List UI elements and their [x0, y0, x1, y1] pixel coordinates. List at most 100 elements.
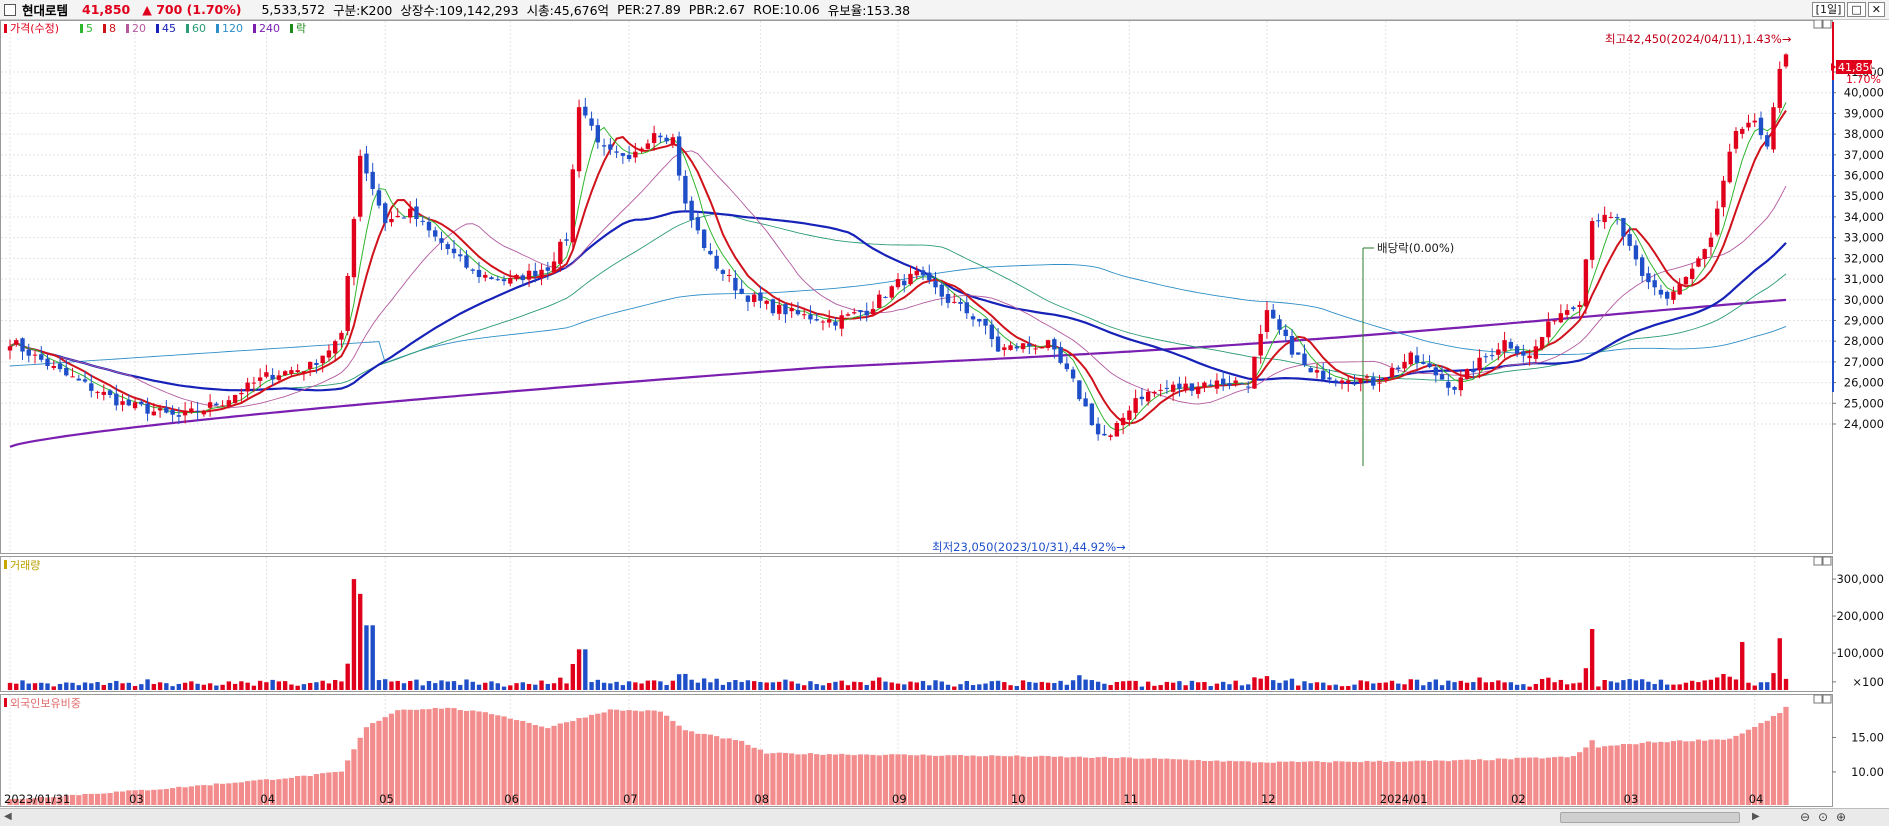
legend-item-label: 45: [162, 22, 176, 35]
x-tick-label: 2023/01/31: [4, 792, 70, 806]
candle: [1258, 324, 1263, 364]
foreign-bar: [1783, 706, 1789, 805]
foreign-bar: [1633, 744, 1639, 805]
candle: [1571, 305, 1576, 312]
foreign-bar: [151, 789, 157, 805]
zoom-in-icon[interactable]: ⊕: [1836, 810, 1847, 824]
listed-shares: 상장수:109,142,293: [400, 3, 519, 18]
candle: [326, 344, 332, 362]
candle: [433, 226, 438, 242]
foreign-bar: [169, 788, 176, 805]
foreign-bar: [1777, 712, 1783, 805]
candle: [1321, 362, 1326, 380]
volume-bar: [1058, 680, 1063, 690]
foreign-bar: [251, 780, 257, 805]
candle: [958, 297, 963, 312]
stock-name[interactable]: 현대로템: [22, 3, 69, 18]
close-icon[interactable]: ✕: [1867, 2, 1885, 17]
candle: [945, 287, 951, 309]
candle: [1314, 363, 1320, 379]
foreign-bar: [701, 733, 707, 805]
volume-bar: [651, 680, 657, 690]
volume-bar: [1177, 681, 1182, 690]
volume-bar: [57, 683, 63, 690]
volume-bar: [670, 680, 676, 690]
candle: [1489, 348, 1495, 361]
y-tick-label: 34,000: [1844, 210, 1884, 224]
volume-bar: [564, 683, 569, 690]
scroll-right-icon[interactable]: ▶: [1752, 811, 1760, 822]
foreign-bar: [1226, 760, 1233, 805]
foreign-bar: [1183, 759, 1189, 805]
foreign-bar: [363, 727, 370, 805]
candle: [1527, 349, 1532, 366]
foreign-bar: [207, 785, 213, 805]
legend-swatch: [290, 24, 293, 33]
foreign-bar: [26, 798, 32, 805]
foreign-bar: [776, 752, 782, 805]
volume-bar: [658, 681, 663, 690]
foreign-bar: [1702, 740, 1708, 805]
volume-bar: [1546, 677, 1551, 690]
foreign-bar: [395, 710, 401, 805]
foreign-bar: [1314, 761, 1320, 805]
chart-scrollbar[interactable]: ◀ ▶ ⊖ ⊙ ⊕: [0, 808, 1889, 826]
foreign-bar: [188, 786, 194, 805]
candle: [1508, 338, 1514, 350]
foreign-bar: [651, 710, 657, 805]
candle: [714, 249, 719, 271]
volume-bar: [783, 679, 788, 690]
foreign-bar: [1339, 761, 1345, 805]
foreign-bar: [1745, 729, 1752, 805]
volume-bar: [1746, 682, 1751, 690]
volume-bar: [758, 682, 763, 690]
stock-chart[interactable]: 24,000 25,000 26,000 27,000 28,000 29,000 30,0…: [0, 20, 1889, 808]
candle: [583, 97, 588, 119]
zoom-out-icon[interactable]: ⊖: [1800, 810, 1811, 824]
foreign-bar: [914, 755, 920, 805]
candle: [39, 346, 44, 363]
candle: [1458, 370, 1464, 397]
candle: [695, 211, 701, 235]
candle: [570, 164, 576, 250]
volume-bar: [795, 683, 801, 690]
volume-bar: [257, 680, 263, 690]
volume-bar: [401, 683, 407, 690]
foreign-bar: [1639, 742, 1645, 805]
volume-bar: [82, 682, 88, 690]
period-selector[interactable]: [1일]: [1811, 2, 1846, 17]
candle: [1045, 339, 1051, 351]
candle: [301, 371, 307, 381]
panel-buttons[interactable]: [1813, 20, 1832, 704]
foreign-bar: [1770, 715, 1777, 805]
volume-tick-label: 200,000: [1836, 609, 1884, 623]
candle: [1308, 366, 1313, 373]
volume-bar: [26, 683, 31, 690]
candle: [1158, 383, 1163, 397]
zoom-reset-icon[interactable]: ⊙: [1818, 810, 1829, 824]
candle: [170, 405, 175, 423]
foreign-bar: [901, 754, 907, 805]
volume-bar: [908, 681, 913, 690]
volume-bar: [426, 681, 432, 690]
volume-bar: [364, 625, 369, 690]
scroll-thumb[interactable]: [1560, 812, 1740, 823]
volume-bar: [614, 681, 619, 690]
candle: [558, 238, 563, 272]
volume-bar: [683, 673, 688, 690]
foreign-bar: [1695, 739, 1702, 805]
maximize-icon[interactable]: □: [1847, 2, 1866, 17]
foreign-bar: [1558, 756, 1564, 805]
volume-bar: [970, 685, 976, 690]
y-tick-label: 37,000: [1844, 148, 1884, 162]
candle: [1721, 175, 1726, 217]
candle: [245, 377, 250, 399]
volume-bar: [914, 682, 919, 690]
select-checkbox[interactable]: [4, 3, 16, 16]
volume-legend-label: 거래량: [10, 559, 40, 572]
candle: [1108, 433, 1113, 441]
volume-bar: [689, 679, 694, 690]
candle: [1220, 370, 1226, 391]
scroll-left-icon[interactable]: ◀: [4, 811, 12, 822]
volume-bar: [1664, 684, 1670, 690]
